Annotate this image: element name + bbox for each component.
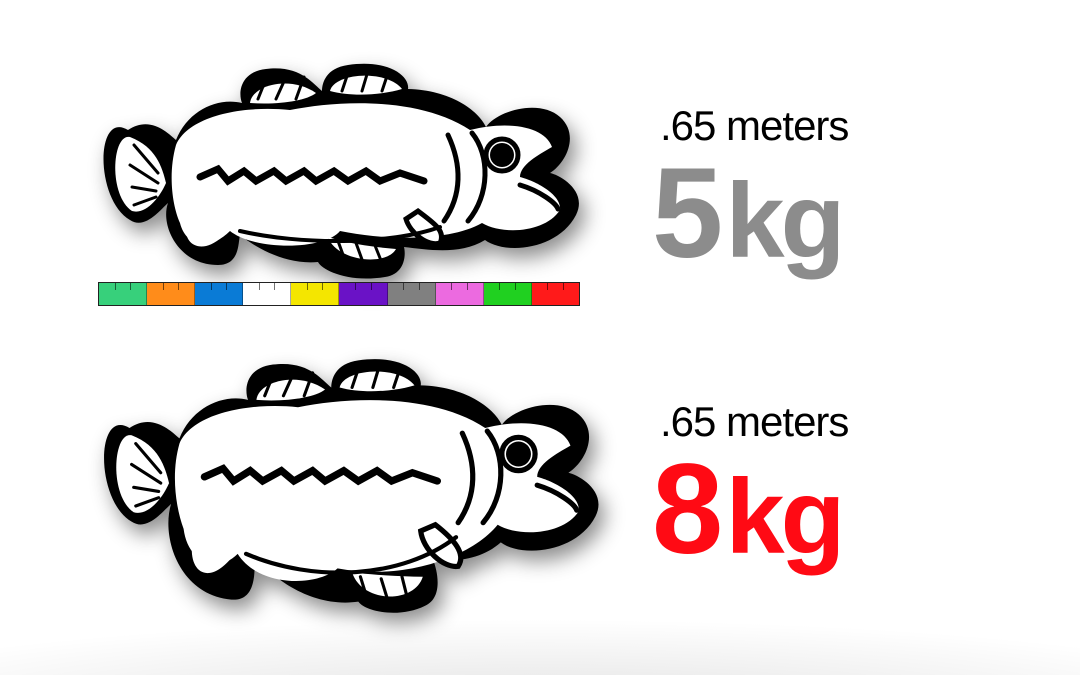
ruler-segment [388, 283, 436, 305]
ruler-segment [99, 283, 147, 305]
stats-panel: .65 meters 5 kg [630, 50, 1080, 330]
ruler-segment [436, 283, 484, 305]
weight-label: 8 kg [652, 446, 841, 574]
ruler-segment [532, 283, 579, 305]
weight-label: 5 kg [652, 150, 841, 278]
stats-panel: .65 meters 8 kg [630, 350, 1080, 640]
comparison-row-normal: .65 meters 5 kg [0, 50, 1080, 330]
comparison-row-fat: .65 meters 8 kg [0, 350, 1080, 640]
weight-unit: kg [726, 464, 842, 570]
fish-panel [0, 50, 630, 330]
ruler-segment [147, 283, 195, 305]
ruler-segment [195, 283, 243, 305]
weight-number: 5 [652, 150, 719, 278]
weight-unit: kg [726, 168, 842, 274]
fish-normal-icon [90, 55, 590, 285]
measure-ruler [98, 282, 580, 306]
weight-number: 8 [652, 446, 719, 574]
ruler-segment [291, 283, 339, 305]
fish-fat-icon [90, 350, 610, 620]
ruler-segment [484, 283, 532, 305]
ruler-segment [243, 283, 291, 305]
fish-panel [0, 350, 630, 640]
ruler-segment [339, 283, 387, 305]
